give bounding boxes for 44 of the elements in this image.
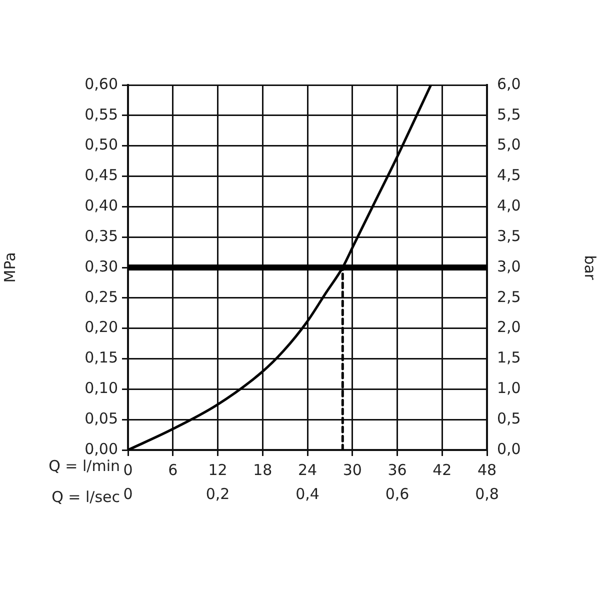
- y2-tick-label: 1,0: [497, 379, 521, 398]
- y2-tick-label: 4,0: [497, 196, 521, 215]
- y-tick-label: 0,25: [84, 288, 118, 306]
- y2-axis-title: bar: [581, 255, 600, 281]
- x2-tick-label: 0: [123, 484, 133, 503]
- y2-tick-label: 0,5: [497, 409, 521, 428]
- y-tick-label: 0,45: [84, 166, 118, 184]
- x2-axis-title: Q = l/sec: [52, 488, 120, 506]
- x2-tick-label: 0,4: [296, 484, 320, 503]
- y2-tick-label: 0,0: [497, 440, 521, 458]
- x-tick-label: 42: [432, 460, 452, 479]
- y-axis-title: MPa: [0, 252, 19, 283]
- x-axis-title: Q = l/min: [48, 456, 120, 475]
- y-tick-label: 0,55: [84, 105, 118, 124]
- x-tick-label: 12: [208, 460, 228, 479]
- y-tick-label: 0,30: [84, 257, 118, 276]
- y-tick-label: 0,20: [84, 318, 118, 336]
- y2-tick-label: 5,0: [497, 136, 521, 154]
- x-tick-label: 24: [298, 460, 318, 479]
- x-tick-label: 48: [477, 460, 497, 479]
- x2-tick-label: 0,6: [385, 484, 410, 503]
- x-tick-label: 30: [342, 460, 362, 479]
- y2-tick-label: 4,5: [497, 166, 521, 184]
- y2-tick-label: 3,5: [497, 226, 521, 245]
- y-tick-label: 0,40: [84, 196, 118, 215]
- x-tick-label: 36: [388, 460, 407, 479]
- y-tick-label: 0,10: [84, 379, 118, 398]
- y-tick-label: 0,60: [84, 74, 118, 93]
- y-tick-label: 0,15: [84, 348, 118, 367]
- y2-tick-label: 6,0: [497, 74, 521, 93]
- y2-tick-label: 5,5: [497, 105, 521, 124]
- y-tick-label: 0,50: [84, 136, 118, 154]
- y2-tick-label: 1,5: [497, 348, 521, 367]
- y2-tick-label: 3,0: [497, 257, 521, 276]
- y-tick-label: 0,35: [84, 226, 118, 245]
- y-tick-label: 0,05: [84, 409, 118, 428]
- y2-tick-label: 2,0: [497, 318, 521, 336]
- x-tick-label: 6: [168, 460, 178, 479]
- y-tick-label: 0,00: [84, 440, 118, 458]
- x-tick-label: 0: [123, 460, 133, 479]
- x-tick-label: 18: [253, 460, 272, 479]
- x2-tick-label: 0,2: [206, 484, 230, 503]
- y2-tick-label: 2,5: [497, 288, 521, 306]
- x2-tick-label: 0,8: [475, 484, 499, 503]
